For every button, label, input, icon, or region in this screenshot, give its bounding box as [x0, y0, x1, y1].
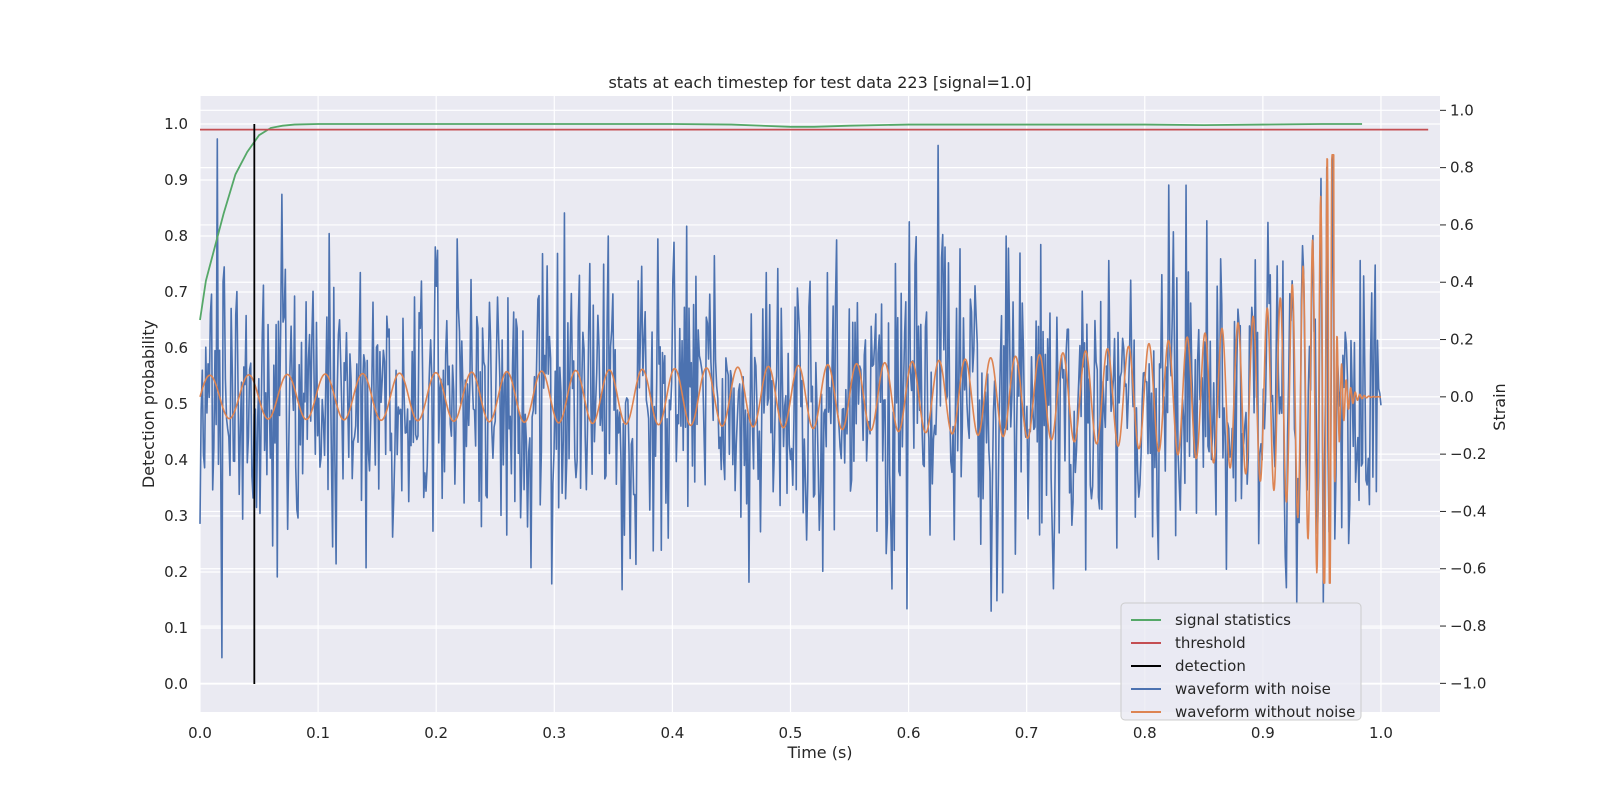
series-signal-statistics	[199, 123, 1363, 321]
legend: signal statistics threshold detection wavef…	[1120, 602, 1362, 721]
y-left-axis-ticks: 0.0 0.1 0.2 0.3 0.4 0.5 0.6 0.7 0.8 0.9 1.0	[164, 115, 188, 693]
y-axis-title: Detection probability	[139, 320, 158, 488]
series-waveform-with-noise	[199, 138, 1382, 659]
x-tick-label: 0.8	[1133, 724, 1157, 742]
x-axis-ticks: 0.0 0.1 0.2 0.3 0.4 0.5 0.6 0.7 0.8 0.9 1.0	[188, 724, 1393, 742]
legend-box	[1120, 602, 1362, 721]
y-tick-label: 0.5	[164, 395, 188, 413]
x-tick-label: 0.7	[1015, 724, 1039, 742]
chart-title: stats at each timestep for test data 223…	[608, 73, 1031, 92]
legend-label: threshold	[1175, 634, 1246, 652]
x-tick-label: 0.9	[1251, 724, 1275, 742]
x-tick-label: 0.6	[897, 724, 921, 742]
y-tick-label: 1.0	[164, 115, 188, 133]
x-tick-label: 0.4	[660, 724, 684, 742]
y-right-tick-label: 0.6	[1450, 216, 1474, 234]
y-right-tick-label: −0.8	[1450, 617, 1486, 635]
y-tick-label: 0.9	[164, 171, 188, 189]
plot-lines	[199, 123, 1429, 684]
legend-label: detection	[1175, 657, 1246, 675]
legend-label: waveform without noise	[1175, 703, 1355, 721]
y-right-tick-label: −0.4	[1450, 502, 1486, 520]
x-tick-label: 0.1	[306, 724, 330, 742]
legend-label: signal statistics	[1175, 611, 1291, 629]
y-tick-label: 0.0	[164, 675, 188, 693]
y-tick-label: 0.3	[164, 507, 188, 525]
y-tick-label: 0.1	[164, 619, 188, 637]
y-tick-label: 0.7	[164, 283, 188, 301]
y-right-axis-ticks: −1.0 −0.8 −0.6 −0.4 −0.2 0.0 0.2 0.4 0.6 0.8 1.0	[1440, 101, 1486, 692]
legend-label: waveform with noise	[1175, 680, 1331, 698]
y-right-axis-title: Strain	[1490, 383, 1509, 430]
y-right-tick-label: 0.0	[1450, 388, 1474, 406]
series-waveform-without-noise	[199, 154, 1382, 584]
y-right-tick-label: 0.4	[1450, 273, 1474, 291]
y-right-tick-label: −1.0	[1450, 674, 1486, 692]
y-tick-label: 0.4	[164, 451, 188, 469]
x-axis-title: Time (s)	[786, 743, 852, 762]
x-tick-label: 1.0	[1369, 724, 1393, 742]
x-tick-label: 0.3	[542, 724, 566, 742]
y-tick-label: 0.8	[164, 227, 188, 245]
y-right-tick-label: −0.2	[1450, 445, 1486, 463]
y-right-tick-label: −0.6	[1450, 560, 1486, 578]
x-tick-label: 0.2	[424, 724, 448, 742]
y-tick-label: 0.2	[164, 563, 188, 581]
y-right-tick-label: 1.0	[1450, 101, 1474, 119]
y-right-tick-label: 0.8	[1450, 159, 1474, 177]
y-tick-label: 0.6	[164, 339, 188, 357]
x-tick-label: 0.5	[779, 724, 803, 742]
y-right-tick-label: 0.2	[1450, 331, 1474, 349]
x-tick-label: 0.0	[188, 724, 212, 742]
legend-items: signal statistics threshold detection wavef…	[1131, 611, 1355, 721]
